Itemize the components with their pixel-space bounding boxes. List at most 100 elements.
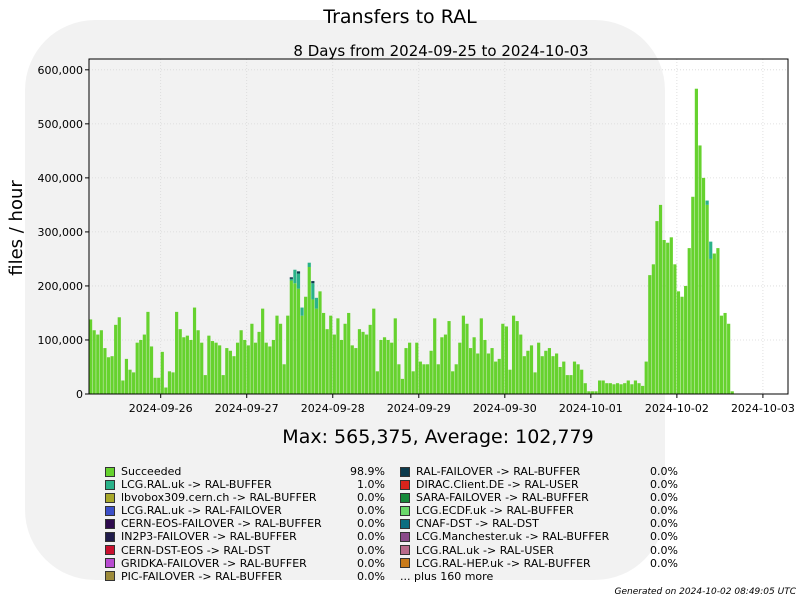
bar (608, 383, 612, 394)
bar (103, 348, 107, 394)
legend-entry: LCG.RAL.uk -> RAL-FAILOVER 0.0% (105, 504, 385, 517)
bar (268, 346, 272, 394)
bar (447, 321, 451, 394)
bar (519, 334, 523, 394)
bar (203, 375, 207, 394)
legend-swatch (105, 558, 115, 569)
bar (182, 337, 186, 394)
bar (429, 350, 433, 394)
bar (727, 323, 731, 394)
bar (723, 312, 727, 394)
legend-swatch (400, 558, 410, 569)
legend-percent: 0.0% (650, 530, 678, 544)
legend-label: lbvobox309.cern.ch -> RAL-BUFFER (121, 491, 317, 505)
bar (494, 361, 498, 394)
bar (562, 361, 566, 394)
bar (372, 308, 376, 394)
bar (583, 383, 587, 394)
bar (408, 342, 412, 394)
legend-entry: CNAF-DST -> RAL-DST 0.0% (400, 517, 680, 530)
x-tick-label: 2024-10-02 (645, 402, 709, 415)
bar (196, 330, 200, 394)
bar (415, 342, 419, 394)
bar (615, 383, 620, 394)
bar (235, 342, 240, 394)
bar (307, 262, 311, 268)
legend-percent: 0.0% (357, 543, 385, 557)
bar (451, 371, 455, 394)
bar (325, 329, 329, 394)
bar (192, 307, 197, 394)
bar (336, 318, 340, 394)
bar (275, 315, 279, 394)
bar (189, 339, 193, 394)
legend-entry: LCG.RAL-HEP.uk -> RAL-BUFFER 0.0% (400, 557, 680, 570)
plot-frame (88, 58, 789, 395)
bar (490, 348, 494, 394)
bar (433, 318, 437, 394)
bar (314, 308, 319, 394)
legend-entry: LCG.RAL.uk -> RAL-USER 0.0% (400, 544, 680, 557)
legend-swatch (105, 492, 115, 503)
x-tick-label: 2024-10-03 (731, 402, 795, 415)
bar (540, 356, 544, 394)
bar (347, 312, 351, 394)
bar (365, 334, 369, 394)
bar (436, 364, 440, 394)
bar (691, 196, 695, 394)
bar (594, 391, 598, 394)
bar (243, 339, 247, 394)
bar (565, 375, 569, 394)
bar (289, 278, 293, 281)
bars (89, 88, 734, 394)
summary-stats: Max: 565,375, Average: 102,779 (282, 426, 593, 448)
legend-entry: lbvobox309.cern.ch -> RAL-BUFFER 0.0% (105, 491, 385, 504)
bar (687, 248, 691, 394)
legend-percent: 0.0% (650, 491, 678, 505)
legend-label: LCG.RAL.uk -> RAL-BUFFER (121, 478, 272, 492)
bar (580, 369, 584, 394)
legend-entry: CERN-EOS-FAILOVER -> RAL-BUFFER 0.0% (105, 517, 385, 530)
bar (633, 380, 638, 394)
bar (282, 364, 286, 394)
bar (261, 308, 265, 394)
y-tick-label: 400,000 (38, 172, 84, 185)
bar (533, 372, 537, 394)
bar (361, 331, 365, 394)
bar (526, 350, 530, 394)
bar (114, 324, 118, 394)
bar (375, 371, 379, 394)
bar (676, 291, 681, 394)
bar (479, 318, 483, 394)
bar (124, 358, 129, 394)
legend-left: Succeeded 98.9% LCG.RAL.uk -> RAL-BUFFER 1.… (105, 465, 385, 583)
y-tick-label: 100,000 (38, 334, 84, 347)
legend-label: LCG.RAL-HEP.uk -> RAL-BUFFER (416, 556, 591, 570)
bar (511, 315, 516, 394)
bar (644, 361, 648, 394)
y-axis-label: files / hour (6, 180, 27, 276)
bar (404, 348, 408, 394)
bar (246, 345, 250, 394)
chart-subtitle: 8 Days from 2024-09-25 to 2024-10-03 (293, 42, 588, 60)
x-tick-label: 2024-09-28 (301, 402, 365, 415)
bar (501, 323, 505, 394)
bar (278, 323, 283, 394)
bar (311, 299, 315, 394)
bar (228, 350, 232, 394)
legend-more: ... plus 160 more (400, 569, 494, 583)
bar (210, 341, 215, 394)
bar (712, 253, 716, 394)
legend-percent: 0.0% (357, 569, 385, 583)
bar (590, 391, 595, 394)
bar (160, 351, 164, 394)
legend-entry: CERN-DST-EOS -> RAL-DST 0.0% (105, 544, 385, 557)
bar (332, 334, 336, 394)
generated-footer: Generated on 2024-10-02 08:49:05 UTC (614, 587, 797, 597)
bar (106, 357, 111, 394)
bar (425, 364, 430, 394)
legend-label: GRIDKA-FAILOVER -> RAL-BUFFER (121, 556, 307, 570)
bar (411, 371, 415, 394)
legend-percent: 0.0% (357, 530, 385, 544)
bar (612, 384, 616, 394)
